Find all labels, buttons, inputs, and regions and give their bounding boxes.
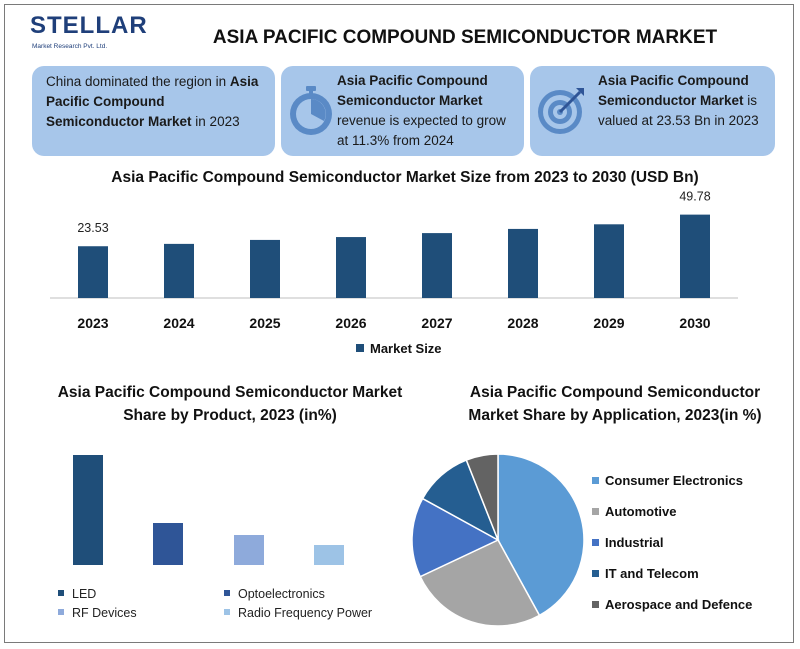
legend-swatch bbox=[356, 344, 364, 352]
info-card-china: China dominated the region in Asia Pacif… bbox=[32, 66, 275, 156]
x-tick-label: 2027 bbox=[421, 315, 452, 331]
bar-2027 bbox=[422, 233, 452, 298]
x-tick-label: 2024 bbox=[163, 315, 194, 331]
product-legend-item: LED bbox=[58, 587, 96, 601]
x-tick-label: 2030 bbox=[679, 315, 710, 331]
stopwatch-icon bbox=[287, 84, 335, 141]
pie-slice-consumer-electronics bbox=[497, 453, 585, 617]
brand-name: STELLAR bbox=[30, 12, 148, 39]
x-tick-label: 2023 bbox=[77, 315, 108, 331]
application-legend-item: Automotive bbox=[592, 504, 677, 519]
legend-swatch bbox=[592, 570, 599, 577]
infographic-frame bbox=[4, 4, 794, 643]
application-share-pie-chart bbox=[411, 453, 585, 627]
pie-slice-industrial bbox=[411, 497, 500, 578]
bar-2030 bbox=[680, 214, 710, 298]
bar-2026 bbox=[336, 237, 366, 298]
bar-2028 bbox=[508, 228, 538, 298]
bar-2023 bbox=[78, 246, 108, 298]
market-size-bar-chart: 2023 23.53 2024 2025 2026 2027 2028 2029 2030 49.… bbox=[50, 190, 738, 331]
legend-swatch bbox=[592, 601, 599, 608]
application-legend-item: Industrial bbox=[592, 535, 664, 550]
data-label: 49.78 bbox=[679, 190, 710, 204]
info-card-text: Asia Pacific Compound Semiconductor Mark… bbox=[337, 73, 506, 148]
pie-slice-automotive bbox=[419, 539, 541, 627]
info-card-valuation: Asia Pacific Compound Semiconductor Mark… bbox=[530, 66, 775, 156]
data-label: 23.53 bbox=[77, 221, 108, 235]
target-icon bbox=[536, 84, 588, 141]
legend-swatch bbox=[592, 477, 599, 484]
brand-tagline: Market Research Pvt. Ltd. bbox=[32, 43, 108, 50]
product-bar-radio-frequency-power bbox=[314, 545, 344, 565]
application-legend-item: Consumer Electronics bbox=[592, 473, 743, 488]
pie-slice-aerospace-and-defence bbox=[465, 453, 499, 541]
product-legend-item: Radio Frequency Power bbox=[224, 606, 372, 620]
bar-2024 bbox=[164, 243, 194, 298]
application-legend-item: Aerospace and Defence bbox=[592, 597, 752, 612]
market-size-legend: Market Size bbox=[356, 341, 442, 356]
info-card-text: Asia Pacific Compound Semiconductor Mark… bbox=[598, 73, 759, 128]
legend-swatch bbox=[58, 609, 64, 615]
legend-swatch bbox=[58, 590, 64, 596]
x-tick-label: 2028 bbox=[507, 315, 538, 331]
bar-2029 bbox=[594, 224, 624, 298]
product-share-bar-chart bbox=[73, 455, 344, 565]
application-legend-item: IT and Telecom bbox=[592, 566, 699, 581]
product-bar-rf-devices bbox=[234, 535, 264, 565]
product-legend-item: Optoelectronics bbox=[224, 587, 325, 601]
legend-swatch bbox=[592, 508, 599, 515]
product-bar-optoelectronics bbox=[153, 523, 183, 565]
market-size-chart-title: Asia Pacific Compound Semiconductor Mark… bbox=[111, 169, 699, 186]
application-chart-title: Asia Pacific Compound Semiconductor Mark… bbox=[468, 384, 762, 424]
product-legend-item: RF Devices bbox=[58, 606, 137, 620]
page-title: ASIA PACIFIC COMPOUND SEMICONDUCTOR MARK… bbox=[212, 27, 718, 48]
stellar-logo: STELLAR Market Research Pvt. Ltd. bbox=[30, 12, 148, 62]
info-card-growth: Asia Pacific Compound Semiconductor Mark… bbox=[281, 66, 524, 156]
product-bar-led bbox=[73, 455, 103, 565]
legend-swatch bbox=[224, 609, 230, 615]
info-card-text: China dominated the region in Asia Pacif… bbox=[46, 74, 259, 129]
x-tick-label: 2029 bbox=[593, 315, 624, 331]
legend-swatch bbox=[224, 590, 230, 596]
legend-swatch bbox=[592, 539, 599, 546]
bar-2025 bbox=[250, 239, 280, 298]
x-tick-label: 2026 bbox=[335, 315, 366, 331]
product-chart-title: Asia Pacific Compound Semiconductor Mark… bbox=[57, 384, 403, 424]
x-tick-label: 2025 bbox=[249, 315, 280, 331]
